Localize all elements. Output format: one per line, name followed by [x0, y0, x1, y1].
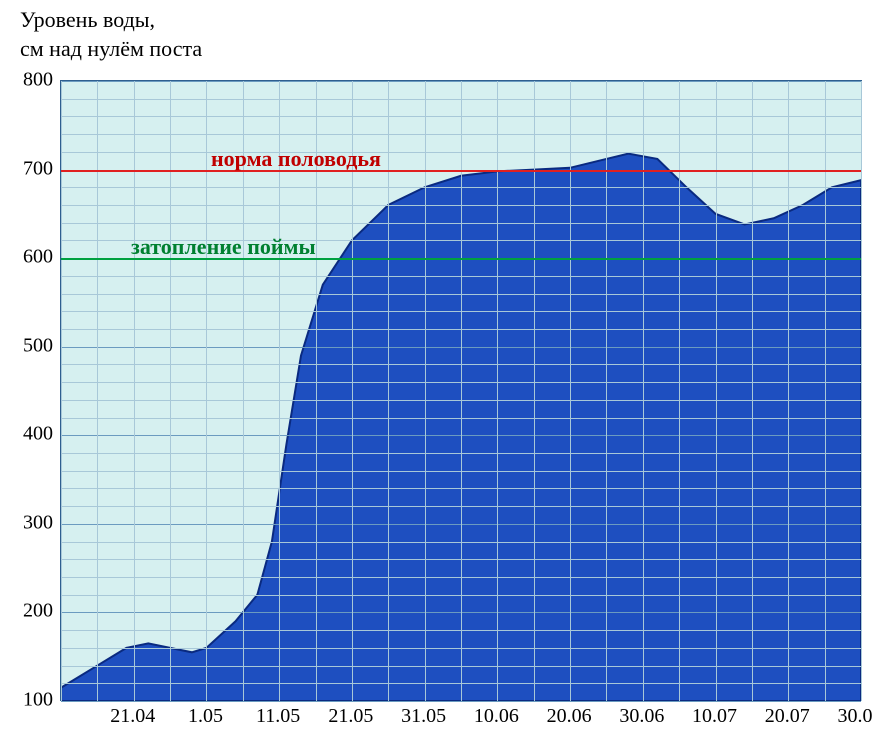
x-axis-label: 10.06: [474, 705, 519, 728]
gridline-v: [97, 81, 98, 701]
y-axis-label: 300: [23, 511, 53, 534]
gridline-v: [570, 81, 571, 701]
gridline-v: [752, 81, 753, 701]
gridline-v: [425, 81, 426, 701]
chart-container: Уровень воды, см над нулём поста норма п…: [0, 0, 873, 740]
gridline-h: [61, 701, 861, 702]
chart-title: Уровень воды, см над нулём поста: [20, 6, 202, 63]
x-axis-label: 20.07: [765, 705, 810, 728]
x-axis-label: 30.07: [838, 705, 873, 728]
gridline-v: [61, 81, 62, 701]
gridline-v: [534, 81, 535, 701]
y-axis-label: 400: [23, 423, 53, 446]
reference-label: затопление поймы: [131, 234, 316, 260]
gridline-v: [461, 81, 462, 701]
x-axis-label: 21.05: [328, 705, 373, 728]
y-axis-label: 200: [23, 600, 53, 623]
x-axis-label: 20.06: [547, 705, 592, 728]
gridline-v: [716, 81, 717, 701]
gridline-v: [679, 81, 680, 701]
gridline-v: [352, 81, 353, 701]
gridline-v: [279, 81, 280, 701]
gridline-v: [643, 81, 644, 701]
gridline-v: [316, 81, 317, 701]
gridline-v: [243, 81, 244, 701]
y-axis-label: 700: [23, 157, 53, 180]
gridline-v: [606, 81, 607, 701]
gridline-v: [861, 81, 862, 701]
gridline-v: [206, 81, 207, 701]
gridline-v: [134, 81, 135, 701]
reference-label: норма половодья: [211, 146, 381, 172]
x-axis-label: 31.05: [401, 705, 446, 728]
gridline-v: [170, 81, 171, 701]
gridline-v: [497, 81, 498, 701]
reference-line: [61, 170, 861, 172]
x-axis-label: 21.04: [110, 705, 155, 728]
x-axis-label: 10.07: [692, 705, 737, 728]
plot-area: норма половодья затопление поймы: [60, 80, 862, 701]
gridline-v: [788, 81, 789, 701]
y-axis-label: 600: [23, 246, 53, 269]
gridline-v: [388, 81, 389, 701]
x-axis-label: 11.05: [256, 705, 300, 728]
x-axis-label: 1.05: [188, 705, 223, 728]
y-axis-label: 500: [23, 334, 53, 357]
gridline-v: [825, 81, 826, 701]
y-axis-label: 100: [23, 689, 53, 712]
x-axis-label: 30.06: [619, 705, 664, 728]
y-axis-label: 800: [23, 69, 53, 92]
